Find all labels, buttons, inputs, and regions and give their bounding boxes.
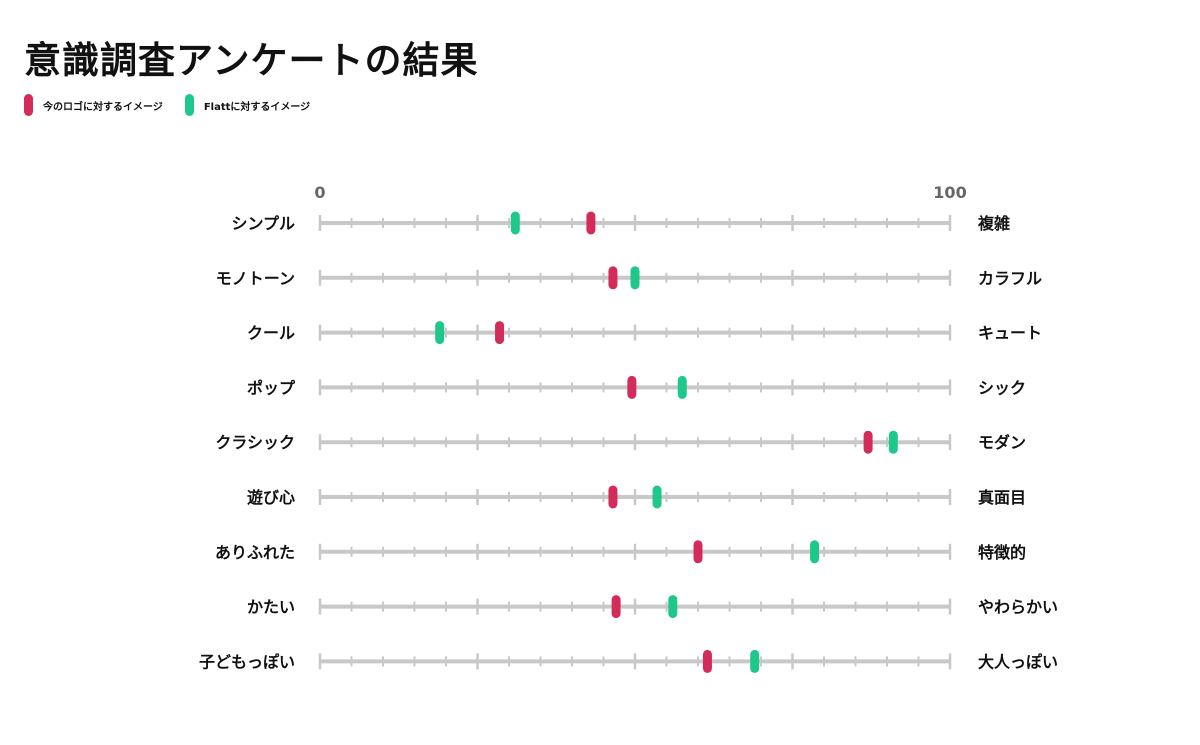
row-right-label: 複雑 — [977, 214, 1010, 233]
current-logo-marker — [608, 485, 618, 509]
current-logo-marker — [611, 595, 621, 619]
current-logo-marker — [863, 430, 873, 454]
flatt-marker — [668, 595, 678, 619]
legend-item-current-logo: 今のロゴに対するイメージ — [24, 94, 163, 116]
row-left-label: クラシック — [215, 433, 295, 452]
row-right-label: カラフル — [978, 269, 1042, 288]
legend-label-flatt: Flattに対するイメージ — [203, 101, 311, 113]
legend-swatch-flatt — [184, 94, 194, 116]
row-left-label: かたい — [247, 598, 295, 617]
legend-label-current-logo: 今のロゴに対するイメージ — [43, 101, 163, 113]
row-right-label: シック — [978, 378, 1026, 397]
legend: 今のロゴに対するイメージ Flattに対するイメージ — [24, 94, 332, 116]
flatt-marker — [810, 540, 820, 564]
current-logo-marker — [586, 211, 596, 235]
row-right-label: 大人っぽい — [978, 652, 1058, 671]
page-title: 意識調査アンケートの結果 — [24, 39, 479, 82]
current-logo-marker — [693, 540, 703, 564]
current-logo-marker — [608, 266, 618, 290]
current-logo-marker — [627, 375, 637, 399]
legend-item-flatt: Flattに対するイメージ — [184, 94, 311, 116]
current-logo-marker — [495, 321, 505, 345]
flatt-marker — [888, 430, 898, 454]
row-right-label: キュート — [978, 324, 1042, 343]
flatt-marker — [630, 266, 640, 290]
row-right-label: やわらかい — [978, 598, 1058, 617]
legend-swatch-current-logo — [24, 94, 33, 116]
flatt-marker — [435, 321, 445, 345]
row-left-label: クール — [247, 324, 295, 343]
row-left-label: ありふれた — [215, 543, 295, 562]
row-left-label: 子どもっぽい — [199, 652, 295, 671]
axis-max-label: 100 — [933, 183, 966, 202]
row-right-label: 特徴的 — [978, 543, 1026, 562]
row-left-label: ポップ — [247, 378, 296, 397]
axis-min-label: 0 — [314, 183, 325, 202]
row-left-label: モノトーン — [216, 269, 295, 288]
row-left-label: シンプル — [231, 214, 295, 233]
row-left-label: 遊び心 — [247, 488, 295, 507]
row-right-label: 真面目 — [978, 488, 1026, 507]
flatt-marker — [677, 375, 687, 399]
current-logo-marker — [702, 649, 712, 673]
flatt-marker — [510, 211, 520, 235]
row-right-label: モダン — [978, 433, 1026, 452]
flatt-marker — [652, 485, 662, 509]
flatt-marker — [750, 649, 760, 673]
